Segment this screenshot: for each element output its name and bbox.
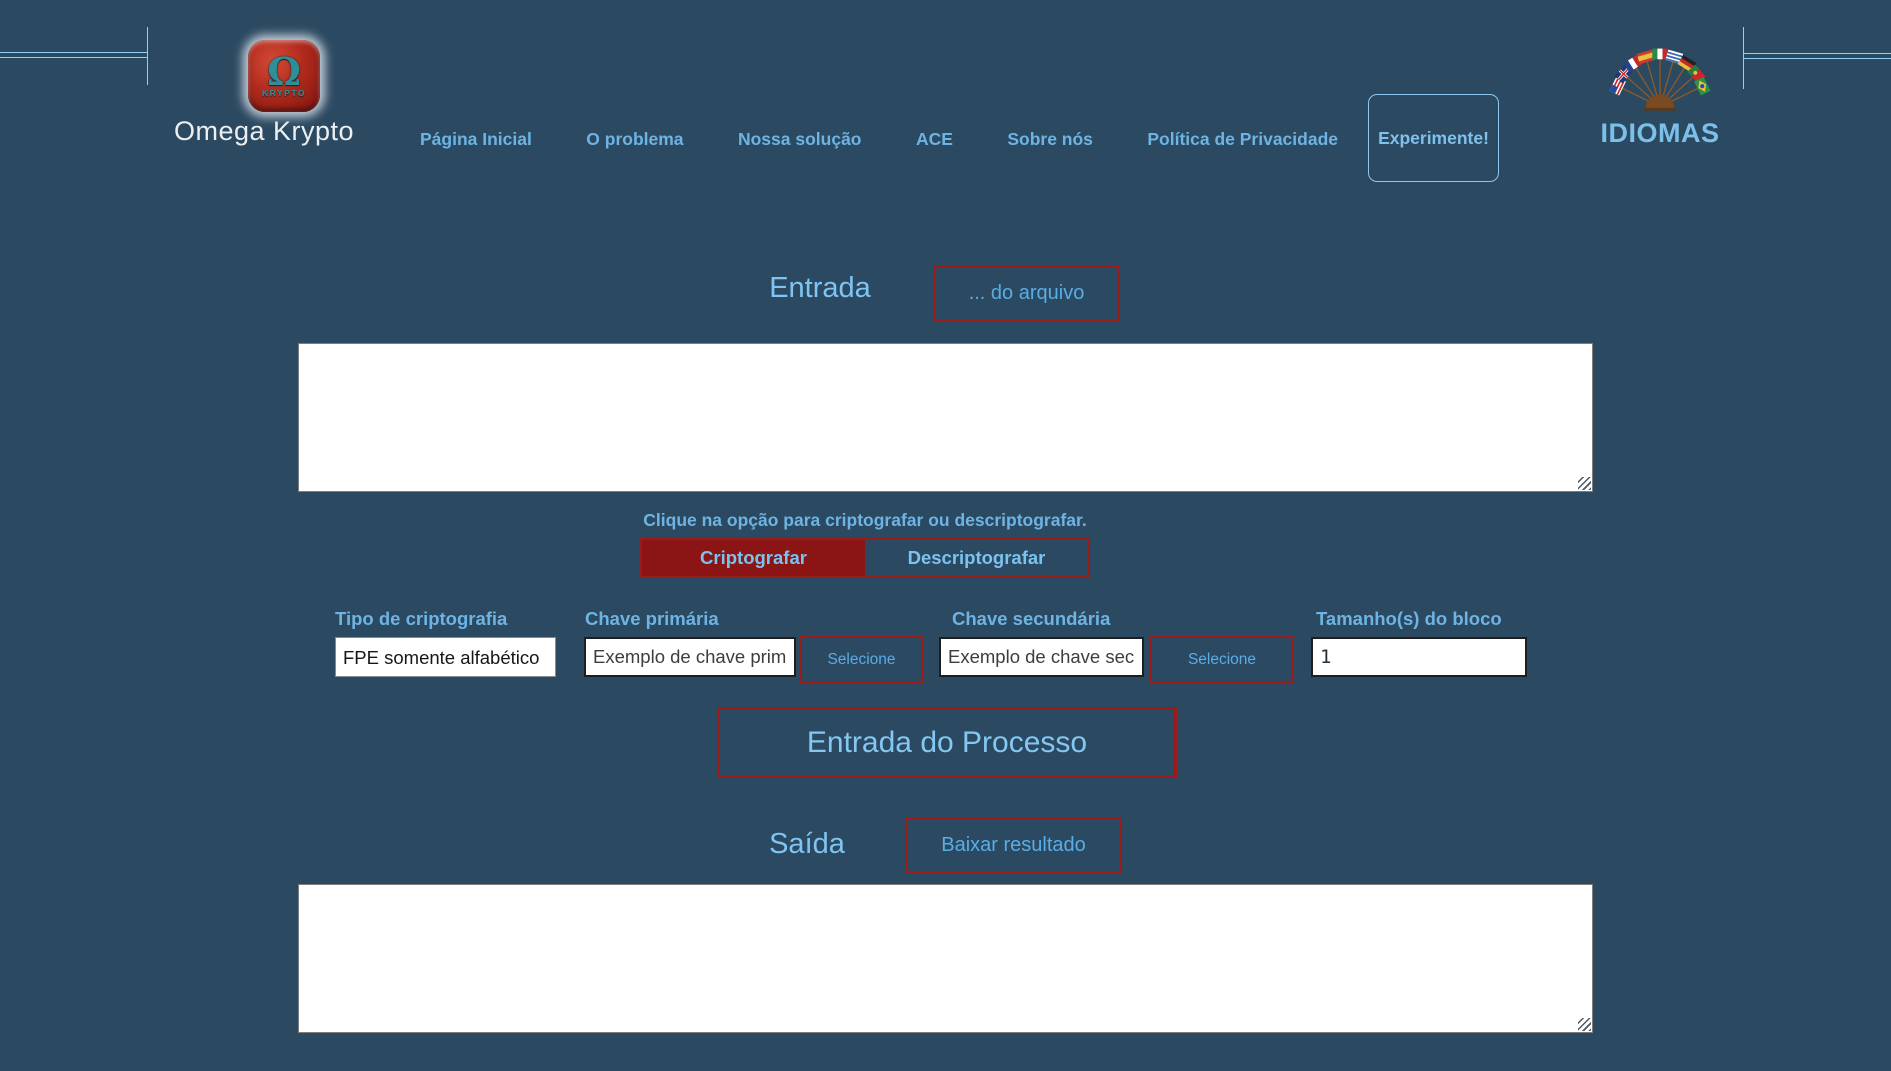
main-nav: Página Inicial O problema Nossa solução … (420, 129, 1338, 150)
decrypt-toggle-button[interactable]: Descriptografar (865, 540, 1088, 576)
output-section-title: Saída (769, 828, 845, 860)
nav-politica-privacidade[interactable]: Política de Privacidade (1147, 129, 1338, 149)
input-textarea[interactable] (298, 343, 1593, 492)
decorative-line (147, 27, 148, 85)
brand-title: Omega Krypto (173, 116, 355, 146)
mode-caption: Clique na opção para criptografar ou des… (643, 510, 1087, 530)
primary-key-label: Chave primária (585, 608, 719, 629)
experimente-button[interactable]: Experimente! (1368, 94, 1499, 182)
decorative-line (1744, 53, 1891, 59)
input-section-title: Entrada (769, 272, 871, 304)
process-input-button[interactable]: Entrada do Processo (717, 707, 1177, 778)
secondary-key-select-button[interactable]: Selecione (1150, 636, 1294, 683)
output-textarea[interactable] (298, 884, 1593, 1033)
nav-ace[interactable]: ACE (915, 129, 953, 149)
secondary-key-label: Chave secundária (952, 608, 1111, 629)
nav-pagina-inicial[interactable]: Página Inicial (420, 129, 532, 149)
languages-title: IDIOMAS (1600, 118, 1720, 148)
nav-sobre-nos[interactable]: Sobre nós (1007, 129, 1093, 149)
primary-key-select-button[interactable]: Selecione (800, 636, 923, 683)
crypto-type-select[interactable]: FPE somente alfabético (335, 637, 556, 677)
primary-key-input[interactable] (584, 637, 796, 677)
mode-toggle: Criptografar Descriptografar (640, 538, 1090, 578)
block-size-label: Tamanho(s) do bloco (1316, 608, 1502, 629)
nav-nossa-solucao[interactable]: Nossa solução (737, 129, 862, 149)
omega-glyph: Ω (267, 49, 301, 94)
load-from-file-button[interactable]: ... do arquivo (933, 266, 1120, 321)
decorative-line (0, 52, 148, 58)
omega-logo-icon[interactable]: Ω KRYPTO (248, 40, 320, 112)
decorative-line (1743, 27, 1744, 89)
secondary-key-input[interactable] (939, 637, 1144, 677)
encrypt-toggle-button[interactable]: Criptografar (642, 540, 865, 576)
download-result-button[interactable]: Baixar resultado (905, 818, 1122, 873)
languages-flags-icon[interactable] (1597, 46, 1723, 120)
logo-caption: KRYPTO (262, 88, 306, 98)
nav-o-problema[interactable]: O problema (586, 129, 684, 149)
block-size-input[interactable] (1311, 637, 1527, 677)
crypto-type-label: Tipo de criptografia (335, 608, 508, 629)
